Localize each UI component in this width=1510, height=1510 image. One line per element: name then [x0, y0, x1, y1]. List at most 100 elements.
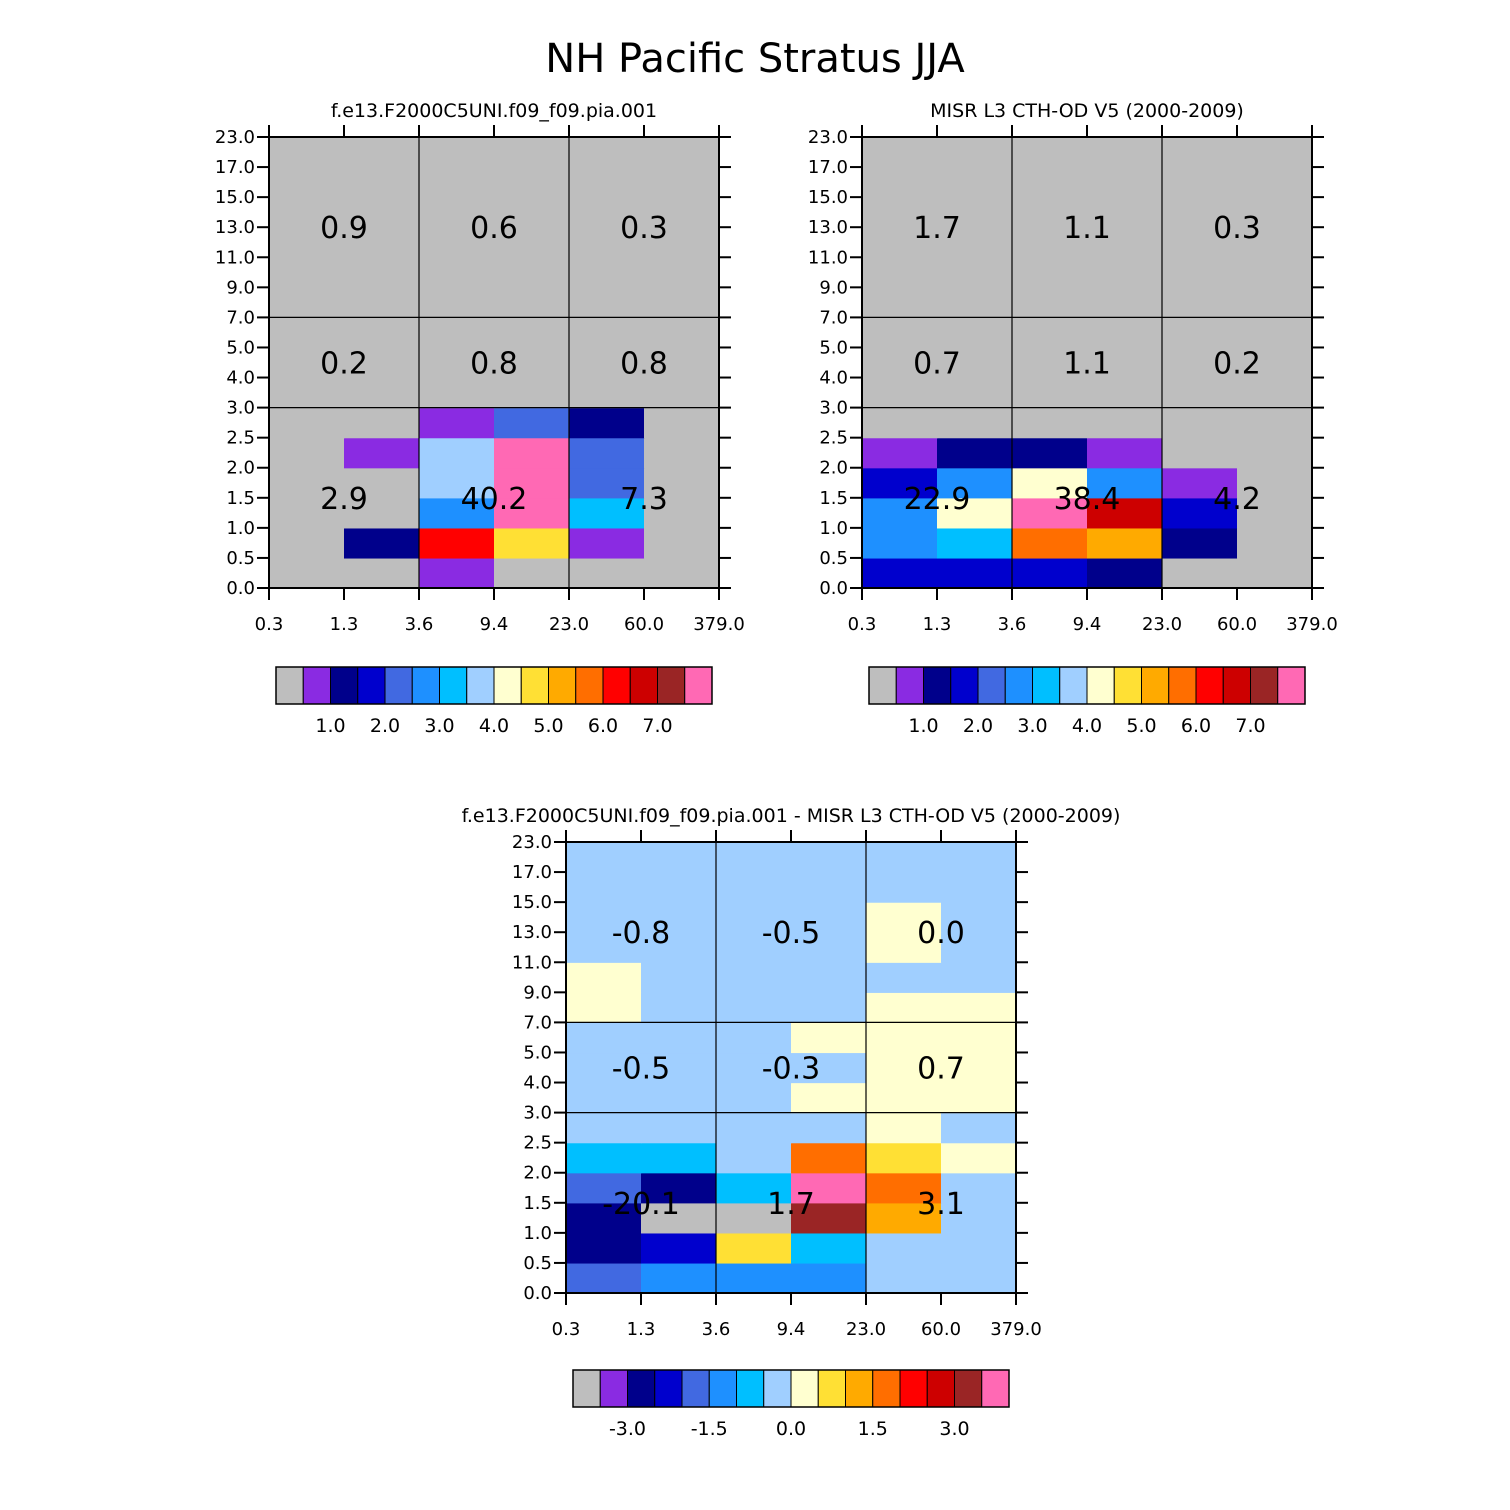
heat-cell	[1087, 497, 1163, 529]
heat-cell	[419, 407, 495, 439]
heat-cell	[641, 902, 717, 933]
heat-cell	[644, 437, 720, 469]
heat-cell	[937, 557, 1013, 589]
heat-cell	[1237, 467, 1313, 499]
heat-cell	[1012, 407, 1088, 439]
heat-cell	[1087, 347, 1163, 379]
heat-cell	[1237, 167, 1313, 198]
heat-cell	[941, 1112, 1017, 1144]
bin-value-label: -20.1	[602, 1187, 680, 1222]
colorbar-swatch	[275, 666, 304, 705]
heat-cell	[941, 1232, 1017, 1264]
heat-cell	[344, 437, 420, 469]
colorbar-label: 6.0	[588, 715, 618, 737]
heat-cell	[862, 557, 938, 589]
colorbar-label: 7.0	[1235, 715, 1265, 737]
colorbar-swatch	[899, 1369, 928, 1408]
bin-value-label: 3.1	[917, 1187, 965, 1222]
y-tick-label: 9.0	[819, 277, 848, 298]
x-tick-label: 3.6	[405, 614, 434, 635]
heat-cell	[1162, 287, 1238, 318]
heat-cell	[641, 1022, 717, 1054]
heat-cell	[494, 527, 570, 559]
y-tick-label: 2.5	[819, 428, 848, 449]
colorbar-swatch	[1141, 666, 1170, 705]
heat-cell	[1162, 497, 1238, 529]
colorbar-swatch	[466, 666, 495, 705]
heat-cell	[269, 287, 345, 318]
heat-cell	[716, 902, 792, 933]
heat-cell	[862, 137, 938, 168]
heat-cell	[866, 962, 942, 993]
y-tick-label: 2.0	[819, 458, 848, 479]
bin-value-label: 0.7	[917, 1052, 965, 1087]
bin-value-label: 0.3	[620, 211, 668, 246]
heat-cell	[644, 497, 720, 529]
colorbar-swatch	[627, 1369, 656, 1408]
colorbar-label: 0.0	[776, 1418, 806, 1440]
heat-cell	[862, 347, 938, 379]
colorbar-swatch	[1195, 666, 1224, 705]
colorbar-label: 6.0	[1181, 715, 1211, 737]
colorbar-swatch	[657, 666, 686, 705]
panel-diff: f.e13.F2000C5UNI.f09_f09.pia.001 - MISR …	[462, 805, 1121, 1440]
heat-cell	[566, 1052, 642, 1084]
heat-cell	[937, 317, 1013, 349]
colorbar-swatch	[923, 666, 952, 705]
heat-cell	[937, 227, 1013, 258]
heat-cell	[716, 992, 792, 1023]
heat-cell	[941, 1052, 1017, 1084]
x-tick-label: 9.4	[1073, 614, 1102, 635]
colorbar-swatch	[817, 1369, 846, 1408]
heat-cell	[1087, 227, 1163, 258]
heat-cell	[1087, 317, 1163, 349]
y-tick-label: 23.0	[808, 127, 848, 148]
panel-obs: MISR L3 CTH-OD V5 (2000-2009) 0.3 1.3 3.6 9.…	[808, 100, 1338, 737]
heat-cell	[937, 467, 1013, 499]
heat-cell	[1012, 527, 1088, 559]
heat-cell	[716, 962, 792, 993]
heat-cell	[937, 167, 1013, 198]
y-tick-label: 0.0	[523, 1283, 552, 1304]
heat-cell	[494, 137, 570, 168]
x-tick-label: 60.0	[921, 1319, 961, 1340]
heat-cell	[1162, 437, 1238, 469]
heat-cell	[641, 962, 717, 993]
heat-cell	[1237, 137, 1313, 168]
bin-value-label: -0.5	[612, 1052, 671, 1087]
heat-cell	[494, 257, 570, 288]
heat-cell	[937, 197, 1013, 228]
colorbar-swatch	[629, 666, 658, 705]
heat-cell	[494, 227, 570, 258]
bin-value-label: 0.0	[917, 916, 965, 951]
colorbar-swatch	[411, 666, 440, 705]
bin-value-label: 1.1	[1063, 347, 1111, 382]
x-tick-label: 9.4	[480, 614, 509, 635]
heat-cell	[419, 527, 495, 559]
colorbar-label: -1.5	[691, 1418, 728, 1440]
heat-cell	[1162, 407, 1238, 439]
heat-cell	[344, 227, 420, 258]
heat-cell	[566, 932, 642, 963]
heat-cell	[494, 437, 570, 469]
heat-cell	[644, 167, 720, 198]
y-tick-label: 4.0	[226, 368, 255, 389]
heat-cell	[569, 497, 645, 529]
heat-cell	[862, 197, 938, 228]
heat-cell	[641, 1112, 717, 1144]
heat-cell	[494, 347, 570, 379]
heat-cell	[1087, 557, 1163, 589]
x-tick-label: 23.0	[1142, 614, 1182, 635]
heat-cell	[419, 437, 495, 469]
heat-cell	[494, 377, 570, 409]
bin-value-label: 0.7	[913, 347, 961, 382]
heat-cell	[566, 872, 642, 903]
heat-cell	[941, 872, 1017, 903]
y-tick-label: 1.5	[226, 488, 255, 509]
bin-value-label: 0.2	[320, 347, 368, 382]
heat-cell	[566, 1082, 642, 1114]
colorbar-swatch	[602, 666, 631, 705]
x-tick-label: 23.0	[846, 1319, 886, 1340]
colorbar-swatch	[872, 1369, 901, 1408]
heat-cell	[941, 902, 1017, 933]
